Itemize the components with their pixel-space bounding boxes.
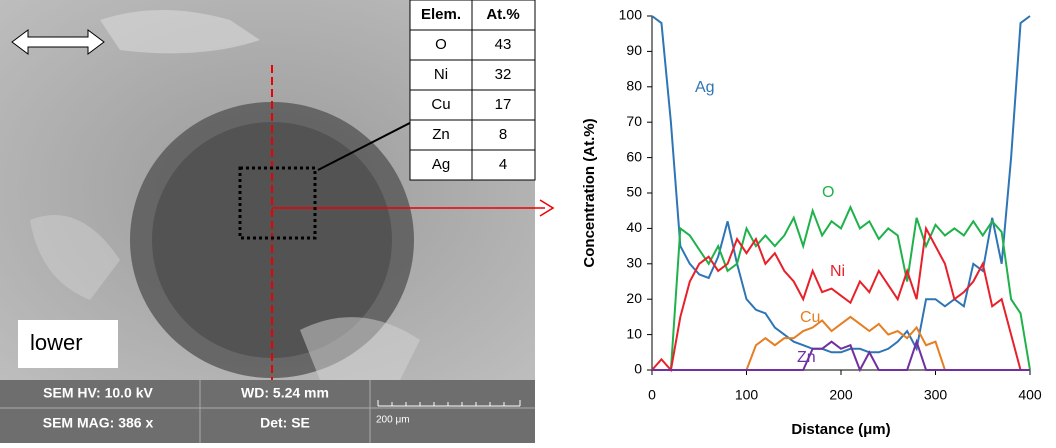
line-chart: 0 10 20 30 40 50 60 70 80 90 100 0 100 200 300 400 Dista…: [581, 7, 1042, 438]
info-text: SEM HV: 10.0 kV: [43, 385, 153, 401]
series-label: Ni: [830, 263, 845, 280]
y-tick-label: 100: [619, 7, 643, 23]
y-tick-label: 80: [626, 78, 642, 94]
scale-label: 200 μm: [376, 415, 410, 426]
table-cell: 17: [495, 96, 512, 113]
x-tick-label: 0: [648, 387, 656, 403]
table-cell: Cu: [431, 96, 450, 113]
series-label: Ag: [695, 79, 715, 96]
table-cell: 43: [495, 36, 512, 53]
composition-table: Elem. At.% O 43 Ni 32 Cu 17 Zn 8 Ag 4: [410, 0, 535, 180]
y-tick-label: 10: [626, 325, 642, 341]
series-line: [652, 16, 1030, 352]
series-label: O: [822, 184, 834, 201]
y-tick-label: 70: [626, 113, 642, 129]
info-bar: SEM HV: 10.0 kV WD: 5.24 mm SEM MAG: 386…: [0, 380, 535, 443]
y-tick-label: 40: [626, 219, 642, 235]
table-header: At.%: [486, 6, 519, 23]
table-cell: 8: [499, 126, 507, 143]
x-tick-label: 200: [829, 387, 853, 403]
table-cell: Zn: [432, 126, 450, 143]
y-tick-label: 90: [626, 42, 642, 58]
info-text: Det: SE: [260, 415, 310, 431]
info-text: SEM MAG: 386 x: [43, 415, 154, 431]
x-tick-label: 400: [1018, 387, 1042, 403]
series-line: [652, 207, 1030, 370]
figure: lower Elem. At.% O 43 Ni 32 Cu 17 Zn 8 Ag 4 SEM H…: [0, 0, 1056, 443]
y-axis-label: Concentration (At.%): [581, 118, 598, 267]
x-tick-label: 100: [735, 387, 759, 403]
y-tick-label: 50: [626, 184, 642, 200]
y-tick-label: 30: [626, 255, 642, 271]
series-line: [652, 342, 1030, 370]
image-label: lower: [30, 330, 83, 355]
series-line: [652, 317, 1030, 370]
y-tick-label: 60: [626, 148, 642, 164]
x-tick-label: 300: [924, 387, 948, 403]
table-cell: 32: [495, 66, 512, 83]
table-cell: Ni: [434, 66, 448, 83]
table-cell: 4: [499, 156, 507, 173]
table-cell: O: [435, 36, 447, 53]
y-tick-label: 20: [626, 290, 642, 306]
table-cell: Ag: [432, 156, 450, 173]
series-label: Cu: [800, 309, 820, 326]
info-text: WD: 5.24 mm: [241, 385, 329, 401]
table-header: Elem.: [421, 6, 461, 23]
x-axis-label: Distance (μm): [791, 421, 890, 438]
y-tick-label: 0: [634, 361, 642, 377]
series-label: Zn: [797, 349, 816, 366]
